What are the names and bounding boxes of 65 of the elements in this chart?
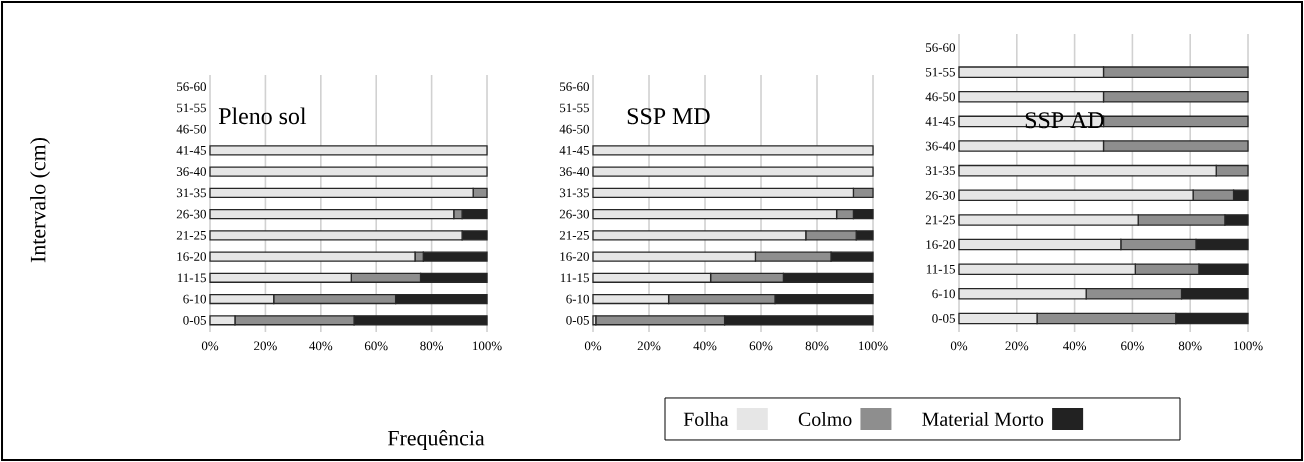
x-tick-label: 0% xyxy=(201,341,219,351)
y-tick-label: 6-10 xyxy=(183,294,206,304)
y-tick-label: 21-25 xyxy=(559,230,589,240)
y-tick-label: 16-20 xyxy=(177,252,206,261)
y-tick-label: 36-40 xyxy=(176,167,206,176)
y-tick-label: 51-55 xyxy=(177,103,206,113)
bar xyxy=(592,145,874,156)
y-tick-label: 26-30 xyxy=(925,190,955,200)
y-tick-label: 51-55 xyxy=(560,103,589,113)
x-tick-label: 60% xyxy=(749,341,773,351)
y-tick-label: 26-30 xyxy=(559,209,589,219)
y-tick-label: 51-55 xyxy=(926,67,955,77)
y-tick-label: 21-25 xyxy=(925,215,955,225)
x-tick-label: 20% xyxy=(1005,341,1029,351)
y-tick-label: 36-40 xyxy=(559,167,589,176)
y-tick-label: 6-10 xyxy=(932,289,955,299)
x-tick-label: 20% xyxy=(254,341,277,351)
y-tick-label: 41-45 xyxy=(925,117,955,126)
y-tick-label: 26-30 xyxy=(176,209,206,219)
bar xyxy=(592,166,874,177)
x-axis-title: Frequência xyxy=(387,430,485,450)
y-tick-label: 56-60 xyxy=(560,82,589,92)
text: SSP MD xyxy=(627,108,710,125)
x-tick-label: 80% xyxy=(1178,341,1202,351)
y-tick-label: 56-60 xyxy=(177,82,206,92)
y-tick-label: 56-60 xyxy=(926,43,955,52)
x-tick-label: 60% xyxy=(364,341,388,351)
x-tick-label: 40% xyxy=(1062,341,1087,351)
x-tick-label: 100% xyxy=(1234,341,1263,351)
y-axis-title: Intervalo (cm) xyxy=(30,137,50,263)
y-tick-label: 11-15 xyxy=(177,273,206,283)
legend-label: Folha xyxy=(683,411,729,426)
bar xyxy=(209,166,488,177)
y-tick-label: 31-35 xyxy=(559,188,589,198)
legend-label: Material Morto xyxy=(922,411,1044,426)
x-tick-label: 100% xyxy=(473,341,502,351)
y-tick-label: 46-50 xyxy=(559,124,589,134)
y-tick-label: 21-25 xyxy=(176,230,206,240)
text: Pleno sol xyxy=(218,107,307,125)
y-tick-label: 41-45 xyxy=(176,146,206,155)
x-tick-label: 20% xyxy=(637,341,661,351)
y-tick-label: 31-35 xyxy=(925,166,955,176)
y-tick-label: 6-10 xyxy=(566,294,589,304)
y-tick-label: 41-45 xyxy=(559,146,589,155)
y-tick-label: 11-15 xyxy=(926,264,955,274)
y-tick-label: 31-35 xyxy=(176,188,206,198)
x-tick-label: 0% xyxy=(950,341,968,351)
y-tick-label: 16-20 xyxy=(926,240,955,249)
x-tick-label: 0% xyxy=(584,341,602,351)
y-tick-label: 46-50 xyxy=(925,92,955,102)
x-tick-label: 40% xyxy=(693,341,717,351)
y-tick-label: 16-20 xyxy=(560,252,589,261)
y-tick-label: 11-15 xyxy=(560,273,589,283)
x-tick-label: 80% xyxy=(420,341,444,351)
x-tick-label: 100% xyxy=(859,341,888,351)
y-tick-label: 0-05 xyxy=(183,315,206,325)
x-tick-label: 40% xyxy=(309,341,333,351)
x-tick-label: 80% xyxy=(805,341,829,351)
legend-label: Colmo xyxy=(798,411,852,426)
bar xyxy=(209,145,488,156)
y-tick-label: 0-05 xyxy=(932,314,955,323)
x-tick-label: 60% xyxy=(1121,341,1144,351)
y-tick-label: 46-50 xyxy=(176,124,206,134)
y-tick-label: 36-40 xyxy=(925,141,955,151)
y-tick-label: 0-05 xyxy=(566,315,589,325)
